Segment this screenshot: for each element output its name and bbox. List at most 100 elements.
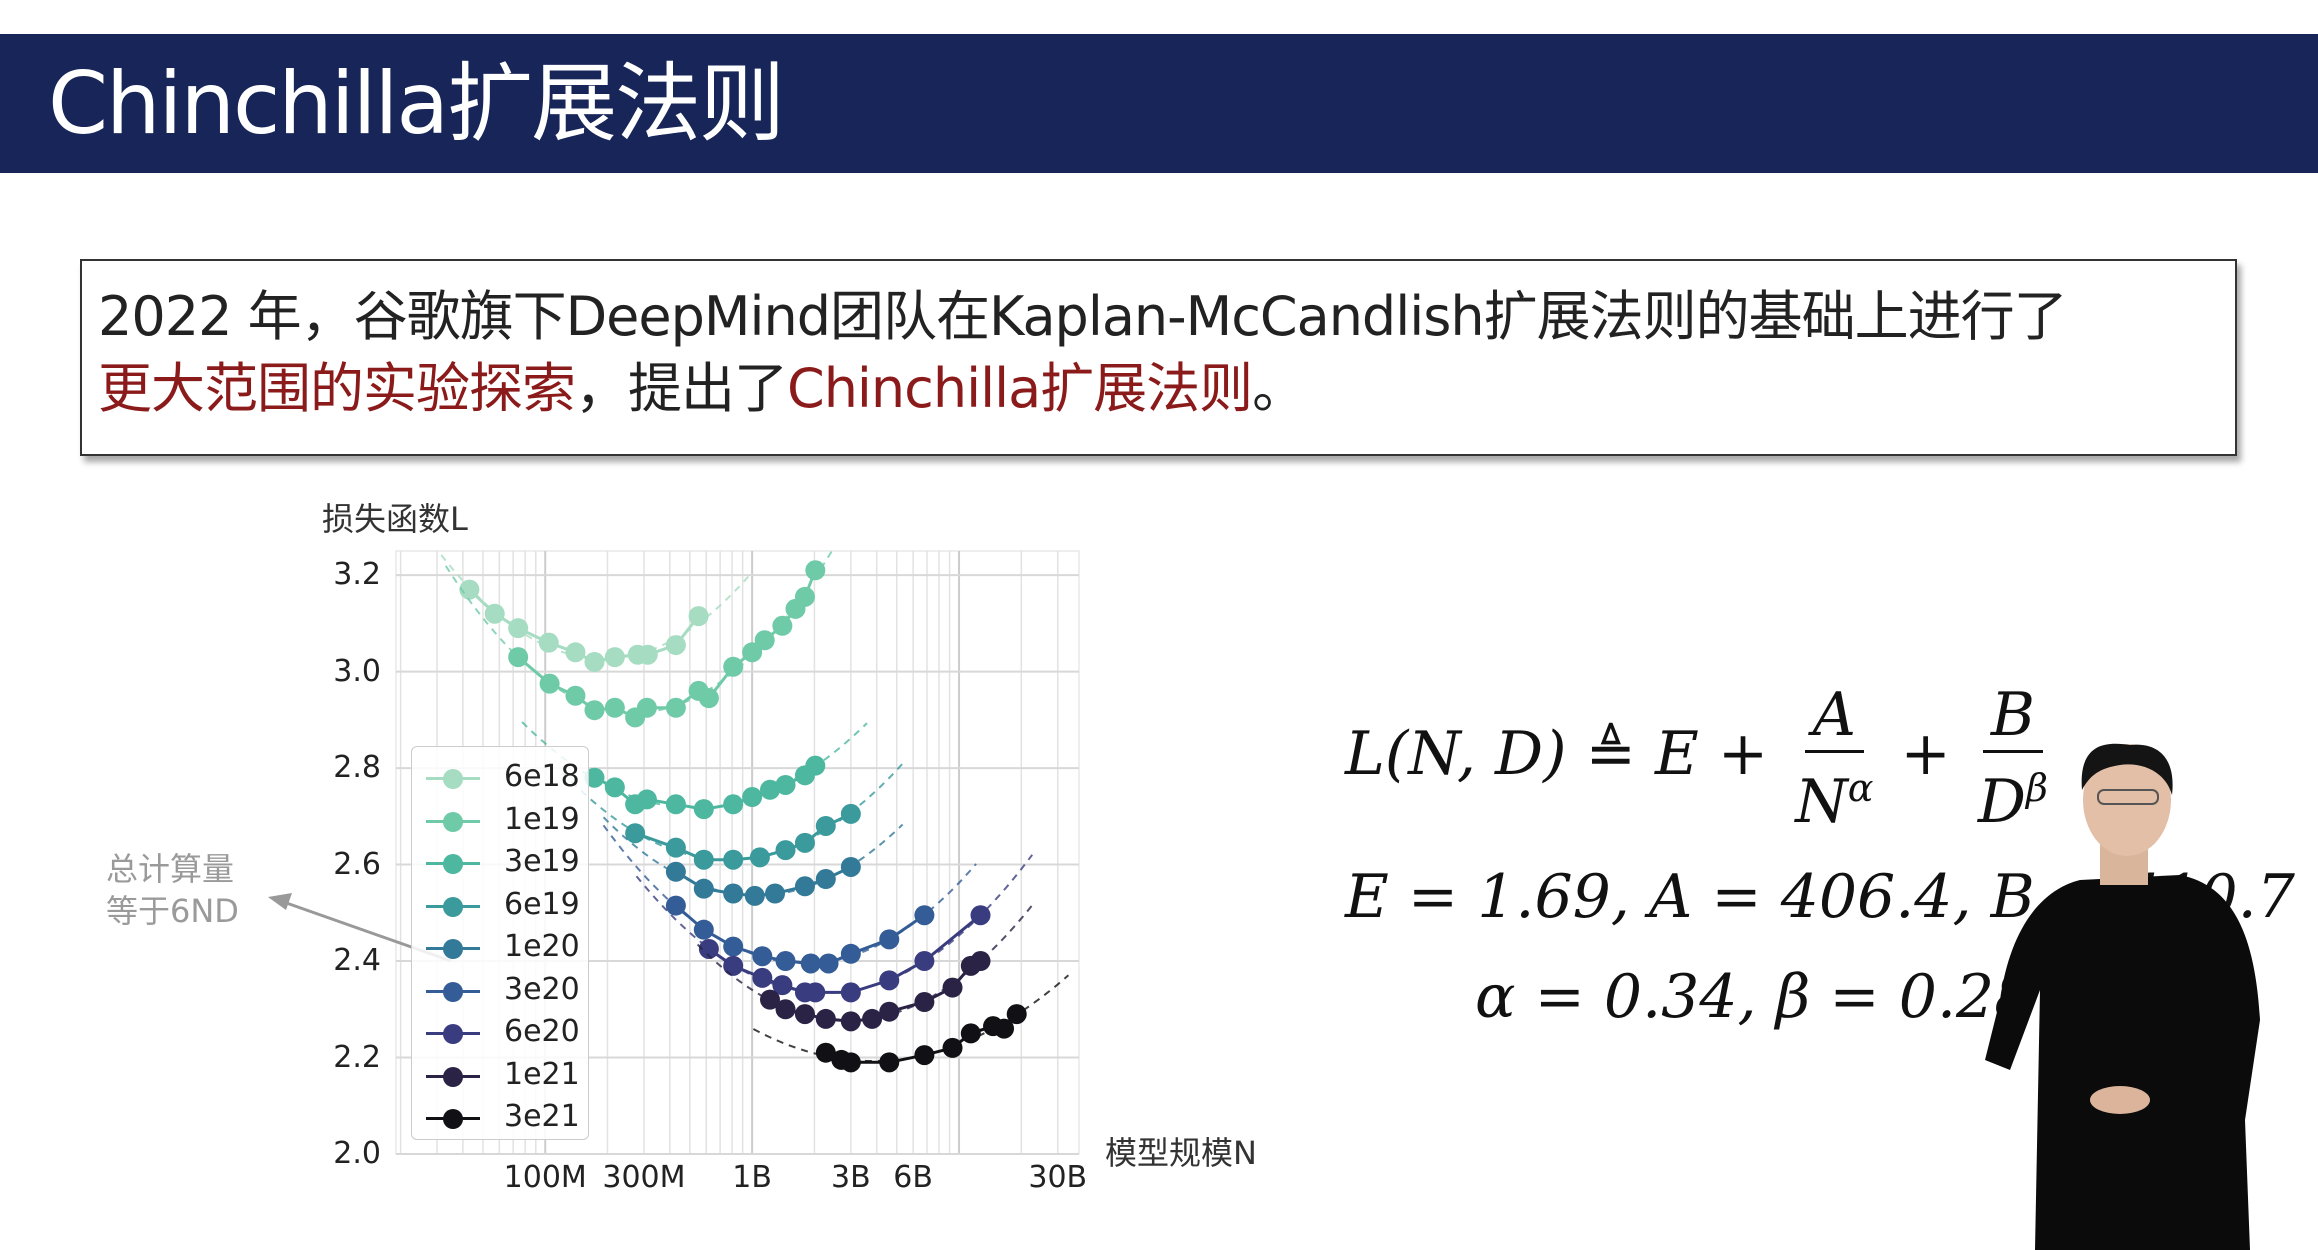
data-point [794, 876, 815, 897]
legend-label: 6e20 [504, 1014, 580, 1049]
data-point [538, 632, 559, 653]
data-point [914, 951, 935, 972]
data-point [742, 642, 763, 663]
highlight-text: Chinchilla扩展法则 [787, 357, 1253, 420]
arrow-head-icon [268, 893, 292, 910]
n-symbol: N [1795, 767, 1848, 837]
x-tick-label: 3B [831, 1160, 871, 1195]
x-tick-label: 6B [893, 1160, 933, 1195]
data-point [665, 861, 686, 882]
plain-text: 。 [1252, 357, 1306, 420]
data-point [584, 700, 605, 721]
data-point [760, 989, 781, 1010]
legend-item: 3e20 [412, 970, 588, 1012]
intro-line-1: 2022 年，谷歌旗下DeepMind团队在Kaplan-McCandlish扩… [98, 285, 2068, 348]
data-point [805, 982, 826, 1003]
data-point [636, 789, 657, 810]
legend-marker-icon [443, 981, 463, 1002]
data-point [508, 647, 529, 668]
intro-line-2: 更大范围的实验探索，提出了Chinchilla扩展法则。 [98, 357, 1306, 421]
data-point [775, 840, 796, 861]
data-point [723, 936, 744, 957]
data-point [879, 970, 900, 991]
data-point [604, 647, 625, 668]
data-point [942, 1037, 963, 1058]
data-point [625, 823, 646, 844]
y-axis-label: 损失函数L [322, 500, 468, 538]
data-point [637, 644, 658, 665]
legend-label: 3e19 [504, 844, 580, 879]
data-point [914, 1045, 935, 1066]
data-point [879, 929, 900, 950]
y-tick-label: 3.0 [333, 653, 381, 689]
x-tick-label: 100M [503, 1160, 587, 1195]
data-point [723, 955, 744, 976]
formula-params-1: E = 1.69, A = 406.4, B = 410.7 [1345, 862, 2295, 932]
beta-symbol: β [2025, 766, 2048, 810]
plain-text: ，提出了 [575, 357, 788, 420]
data-point [584, 651, 605, 672]
data-point [744, 885, 765, 906]
d-symbol: D [1977, 767, 2026, 837]
data-point [879, 1001, 900, 1022]
data-point [815, 815, 836, 836]
legend-item: 1e20 [412, 927, 588, 969]
denominator-d: Dβ [1978, 753, 2048, 837]
fraction-a: A Nα [1795, 680, 1873, 837]
legend-label: 6e19 [504, 886, 580, 922]
data-point [749, 847, 770, 868]
data-point [775, 774, 796, 795]
series-group [436, 551, 1070, 1073]
data-point [698, 688, 719, 709]
legend-item: 6e18 [412, 757, 588, 799]
x-tick-label: 300M [602, 1160, 686, 1195]
legend-label: 1e21 [504, 1056, 580, 1092]
y-tick-label: 2.2 [333, 1039, 381, 1075]
data-point [772, 975, 793, 996]
data-point [840, 1011, 861, 1032]
data-point [942, 977, 963, 998]
data-point [840, 803, 861, 824]
scaling-law-formula: L(N, D) ≜ E + A Nα + B Dβ [1345, 680, 2056, 837]
data-point [665, 895, 686, 916]
legend-marker-icon [443, 811, 463, 832]
data-point [760, 779, 781, 800]
alpha-symbol: α [1847, 766, 1874, 810]
defeq-symbol: ≜ [1585, 719, 1636, 790]
data-point [565, 642, 586, 663]
legend-item: 6e20 [412, 1012, 588, 1054]
data-point [794, 1004, 815, 1025]
data-point [840, 1052, 861, 1073]
data-point [665, 794, 686, 815]
data-point [693, 919, 714, 940]
data-point [665, 837, 686, 858]
data-point [815, 1008, 836, 1029]
slide-title: Chinchilla扩展法则 [48, 54, 785, 154]
data-point [604, 697, 625, 718]
data-point [879, 1052, 900, 1073]
data-point [723, 794, 744, 815]
data-point [665, 635, 686, 656]
data-point [693, 878, 714, 899]
data-point [775, 951, 796, 972]
numerator-a: A [1804, 680, 1865, 753]
data-point [754, 630, 775, 651]
data-point [862, 1008, 883, 1029]
legend-label: 3e20 [504, 971, 580, 1007]
data-point [994, 1018, 1015, 1039]
highlight-text: 更大范围的实验探索 [98, 357, 576, 420]
data-point [794, 832, 815, 853]
data-point [775, 999, 796, 1020]
data-point [698, 938, 719, 959]
numerator-b: B [1982, 680, 2043, 753]
data-point [805, 560, 826, 581]
data-point [914, 905, 935, 926]
intro-textbox: 2022 年，谷歌旗下DeepMind团队在Kaplan-McCandlish扩… [80, 259, 2237, 456]
data-point [818, 953, 839, 974]
legend-marker-icon [443, 1024, 463, 1044]
legend-item: 1e21 [412, 1055, 588, 1097]
data-point [752, 946, 773, 967]
data-point [914, 992, 935, 1013]
legend-marker-icon [443, 939, 463, 959]
legend-marker-icon [443, 896, 463, 917]
